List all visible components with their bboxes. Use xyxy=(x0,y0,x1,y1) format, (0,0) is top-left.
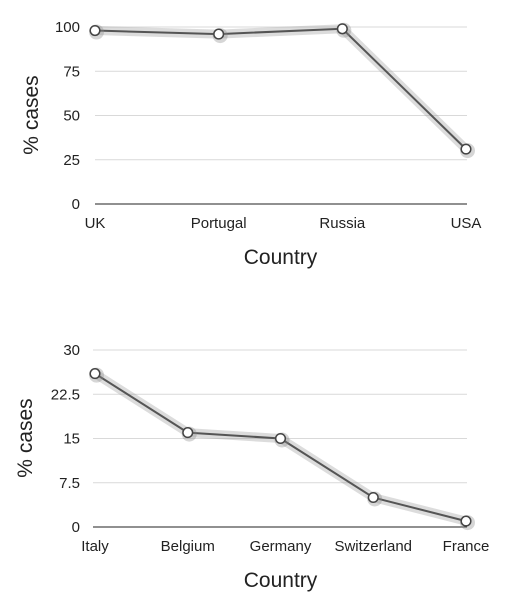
y-tick-label: 0 xyxy=(72,519,80,536)
x-tick-label: UK xyxy=(85,215,106,232)
y-axis-title: % cases xyxy=(14,398,37,477)
x-tick-label: France xyxy=(443,538,490,555)
data-point xyxy=(89,24,101,37)
chart-bottom: 0 7.5 15 22.5 30 Italy Belgium Germany Switzerla… xyxy=(14,342,489,592)
data-point xyxy=(336,23,348,35)
data-point xyxy=(460,143,472,155)
y-tick-label: 100 xyxy=(55,19,80,36)
x-tick-label: Italy xyxy=(81,538,109,555)
series-line xyxy=(94,372,467,523)
x-axis-title: Country xyxy=(244,246,318,269)
x-tick-label: Russia xyxy=(319,215,366,232)
y-tick-label: 7.5 xyxy=(59,475,80,492)
x-tick-label: Germany xyxy=(250,538,312,555)
x-tick-label: Switzerland xyxy=(334,538,412,555)
x-tick-label: USA xyxy=(451,215,482,232)
y-tick-label: 25 xyxy=(63,152,80,169)
y-axis-title: % cases xyxy=(20,75,43,154)
data-point xyxy=(89,368,101,380)
x-tick-label: Portugal xyxy=(191,215,247,232)
y-tick-label: 22.5 xyxy=(51,386,80,403)
data-point xyxy=(367,491,379,504)
series-shadow xyxy=(90,24,471,154)
x-axis-title: Country xyxy=(244,569,318,592)
y-tick-label: 75 xyxy=(63,63,80,80)
chart-top: 0 25 50 75 100 UK Portugal Russia USA Country % ca… xyxy=(20,19,481,269)
y-tick-label: 50 xyxy=(63,108,80,125)
data-point xyxy=(213,28,225,40)
y-tick-label: 0 xyxy=(72,196,80,213)
y-tick-label: 15 xyxy=(63,431,80,448)
data-point xyxy=(274,432,287,445)
series-shadow xyxy=(90,369,471,526)
y-tick-label: 30 xyxy=(63,342,80,359)
x-tick-label: Belgium xyxy=(161,538,215,555)
data-point xyxy=(460,515,472,527)
data-point xyxy=(182,427,194,439)
series-line xyxy=(94,27,467,150)
